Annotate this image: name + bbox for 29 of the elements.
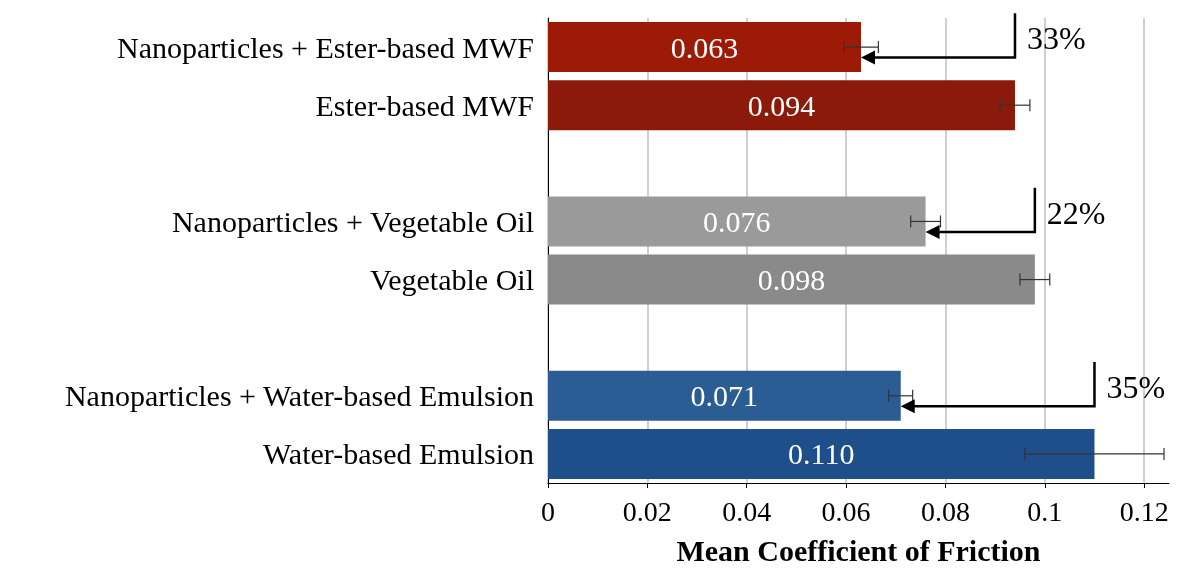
data-label: 0.063: [670, 30, 739, 64]
x-tick-label: 0.02: [622, 495, 672, 527]
bar: [548, 370, 901, 421]
data-label: 0.076: [703, 204, 771, 238]
y-tick-label: Nanoparticles + Water-based Emulsion: [64, 379, 534, 413]
x-tick-label: 0.08: [920, 495, 970, 527]
y-tick-label: Nanoparticles + Ester-based MWF: [116, 30, 534, 64]
annotation: 33%: [1026, 20, 1086, 57]
data-label: 0.094: [747, 88, 816, 122]
y-tick-label: Water-based Emulsion: [262, 437, 534, 471]
bar: [548, 196, 926, 247]
y-tick-label: Nanoparticles + Vegetable Oil: [171, 204, 534, 238]
x-axis-title: Mean Coefficient of Friction: [676, 533, 1041, 567]
y-tick-label: Ester-based MWF: [315, 88, 534, 122]
y-tick-label: Vegetable Oil: [369, 263, 534, 297]
data-label: 0.110: [788, 437, 855, 471]
annotation: 35%: [1106, 369, 1166, 406]
bar: [548, 22, 861, 73]
x-tick-label: 0.1: [1027, 495, 1063, 527]
x-tick-label: 0.04: [722, 495, 772, 527]
data-label: 0.071: [690, 379, 759, 413]
bar: [548, 428, 1095, 479]
x-tick-label: 0.12: [1119, 495, 1169, 527]
x-tick-label: 0: [541, 495, 555, 527]
bar: [548, 254, 1035, 305]
data-label: 0.098: [757, 263, 826, 297]
bar: [548, 80, 1015, 131]
annotation: 22%: [1046, 194, 1106, 231]
x-tick-label: 0.06: [821, 495, 871, 527]
